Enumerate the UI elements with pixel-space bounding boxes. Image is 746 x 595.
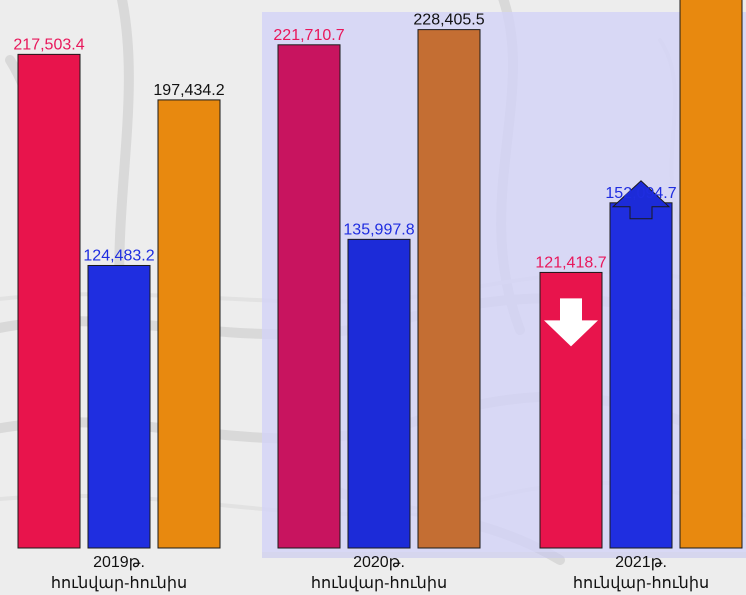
x-tick-label-0-line1: 2019թ. xyxy=(93,554,145,571)
bar-s1-1 xyxy=(277,44,341,549)
value-label-s1-2: 121,418.7 xyxy=(535,254,606,271)
x-tick-label-2-line1: 2021թ. xyxy=(615,554,667,571)
bar-s3-1 xyxy=(417,29,481,549)
value-label-s2-1: 135,997.8 xyxy=(343,221,414,238)
value-label-s2-0: 124,483.2 xyxy=(83,247,154,264)
bar-s2-1 xyxy=(347,238,411,549)
x-tick-label-0-line2: հունվար-հունիս xyxy=(51,575,187,592)
bar-s3-0 xyxy=(157,99,221,549)
trend-arrow-up-s2 xyxy=(611,180,671,220)
value-label-s1-1: 221,710.7 xyxy=(273,27,344,44)
bar-s1-0 xyxy=(17,53,81,549)
highlight-panel-shadow xyxy=(262,552,746,558)
value-label-s2-2: 152,094.7 xyxy=(605,185,676,202)
x-tick-label-1-line2: հունվար-հունիս xyxy=(311,575,447,592)
value-label-s1-0: 217,503.4 xyxy=(13,36,84,53)
value-label-s3-1: 228,405.5 xyxy=(413,12,484,29)
trend-arrow-down-s1 xyxy=(544,298,598,347)
bar-s2-2 xyxy=(609,202,673,549)
value-label-s3-0: 197,434.2 xyxy=(153,82,224,99)
x-tick-label-1-line1: 2020թ. xyxy=(353,554,405,571)
bar-s2-0 xyxy=(87,264,151,549)
x-tick-label-2-line2: հունվար-հունիս xyxy=(573,575,709,592)
bar-s3-2 xyxy=(679,0,743,549)
